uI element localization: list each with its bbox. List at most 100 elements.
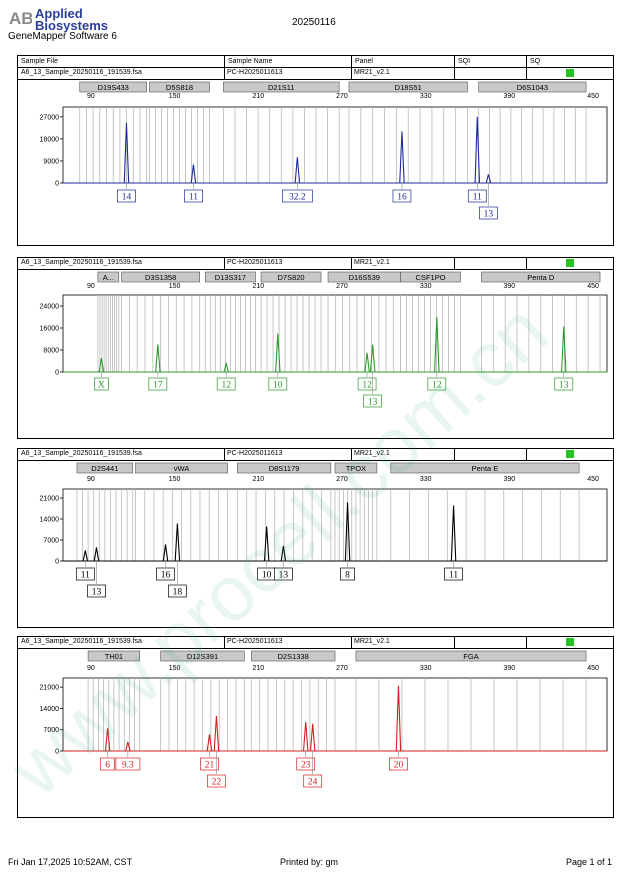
marker-name: vWA [174,464,190,473]
peak-label: 14 [122,193,132,203]
x-tick-label: 90 [87,283,95,290]
status-indicator [566,259,574,267]
peak-label-box [87,584,106,598]
x-tick-label: 210 [252,665,264,672]
peak-label: 11 [81,571,90,581]
marker-bar [204,271,256,283]
x-tick-label: 390 [504,476,516,483]
peak-label-box [184,189,203,203]
peak-label: 13 [368,398,378,408]
marker-name: TH01 [105,652,123,661]
x-tick-label: 270 [336,283,348,290]
peak [263,526,270,562]
printed-by: Printed by: gm [280,857,339,867]
chart-green: A... D3S1358 D13S317 D7S820 D16S539 CSF1PO Pen… [40,271,608,408]
peak [155,344,161,373]
plot-frame [62,106,608,184]
peak [474,116,481,184]
electropherogram-panel-black: A6_13_Sample_20250116_191539.fsa PC-H202… [17,448,614,628]
peak-label-box [115,757,141,771]
x-tick-label: 450 [587,93,599,100]
peak-label: 11 [473,193,482,203]
status-indicator [566,450,574,458]
peak-label-box [200,757,219,771]
y-tick-label: 14000 [40,706,60,713]
peak [302,722,309,752]
marker-name: D2S441 [91,464,118,473]
peak-label-box [156,567,175,581]
brand-line1: Applied [35,6,83,21]
peak [395,685,402,752]
y-tick-label: 14000 [40,517,60,524]
peak-label: 13 [279,571,289,581]
peak [123,122,130,184]
peak-label-box [427,377,447,391]
peak-label: 24 [308,778,318,788]
y-tick-label: 16000 [40,326,60,333]
marker-name: D2S1338 [278,652,309,661]
peak [369,344,376,373]
peak-label: 11 [189,193,198,203]
marker-name: TPOX [346,464,366,473]
peak-label: 17 [153,381,163,391]
peak [485,174,492,184]
page-number: Page 1 of 1 [566,857,613,867]
status-indicator [566,638,574,646]
x-tick-label: 90 [87,665,95,672]
x-tick-label: 270 [336,476,348,483]
x-tick-label: 330 [420,93,432,100]
chart-blue: D19S433 D5S818 D21S11 D18S51 D6S1043 90 150 210… [40,81,608,220]
peak-label: 13 [92,588,102,598]
peak-label-box [207,774,226,788]
run-date: 20250116 [292,17,336,28]
sample-file: A6_13_Sample_20250116_191539.fsa [21,638,142,645]
marker-name: D19S433 [98,83,129,92]
peak-label-box [216,377,236,391]
peak-label: 10 [262,571,272,581]
peak-label: 18 [173,588,183,598]
sample-name: PC-H2025011613 [227,450,283,457]
panel-header: A6_13_Sample_20250116_191539.fsa PC-H202… [18,258,613,270]
peak-label: 22 [212,778,222,788]
marker-bar [355,650,587,662]
peak-label: 13 [484,210,494,220]
y-tick-label: 18000 [40,136,60,143]
peak [275,333,281,373]
x-tick-label: 330 [420,283,432,290]
marker-name: A... [103,273,114,282]
electropherogram-panel-red: A6_13_Sample_20250116_191539.fsa PC-H202… [17,636,614,818]
marker-bar [121,271,200,283]
y-tick-label: 27000 [40,114,60,121]
peak [450,505,457,562]
marker-bar [334,462,378,474]
peak-label: X [98,381,105,391]
y-tick-label: 7000 [43,538,59,545]
peak [162,544,169,562]
x-tick-label: 330 [420,665,432,672]
peak-label: 6 [105,761,110,771]
y-tick-label: 0 [55,370,59,377]
panel-name: MR21_v2.1 [354,450,390,457]
svg-text:AB: AB [9,9,32,28]
peak [434,316,440,373]
peak-label-box [389,757,408,771]
marker-bar [79,81,147,93]
sample-name: PC-H2025011613 [227,69,283,76]
peak [280,545,287,562]
applied-biosystems-logo: AB Applied Biosystems [8,5,118,33]
peak-label: 11 [449,571,458,581]
marker-name: D16S539 [349,273,380,282]
marker-bar [481,271,601,283]
column-sqi: SQI [454,56,526,67]
peak [223,361,229,373]
peak [294,157,301,184]
print-timestamp: Fri Jan 17,2025 10:52AM, CST [8,857,133,867]
marker-bar [390,462,580,474]
marker-bar [478,81,587,93]
x-tick-label: 210 [252,283,264,290]
x-tick-label: 270 [336,93,348,100]
y-tick-label: 0 [55,559,59,566]
peak-label: 32.2 [289,193,306,203]
peak-label-box [479,206,498,220]
column-sq: SQ [526,56,610,67]
